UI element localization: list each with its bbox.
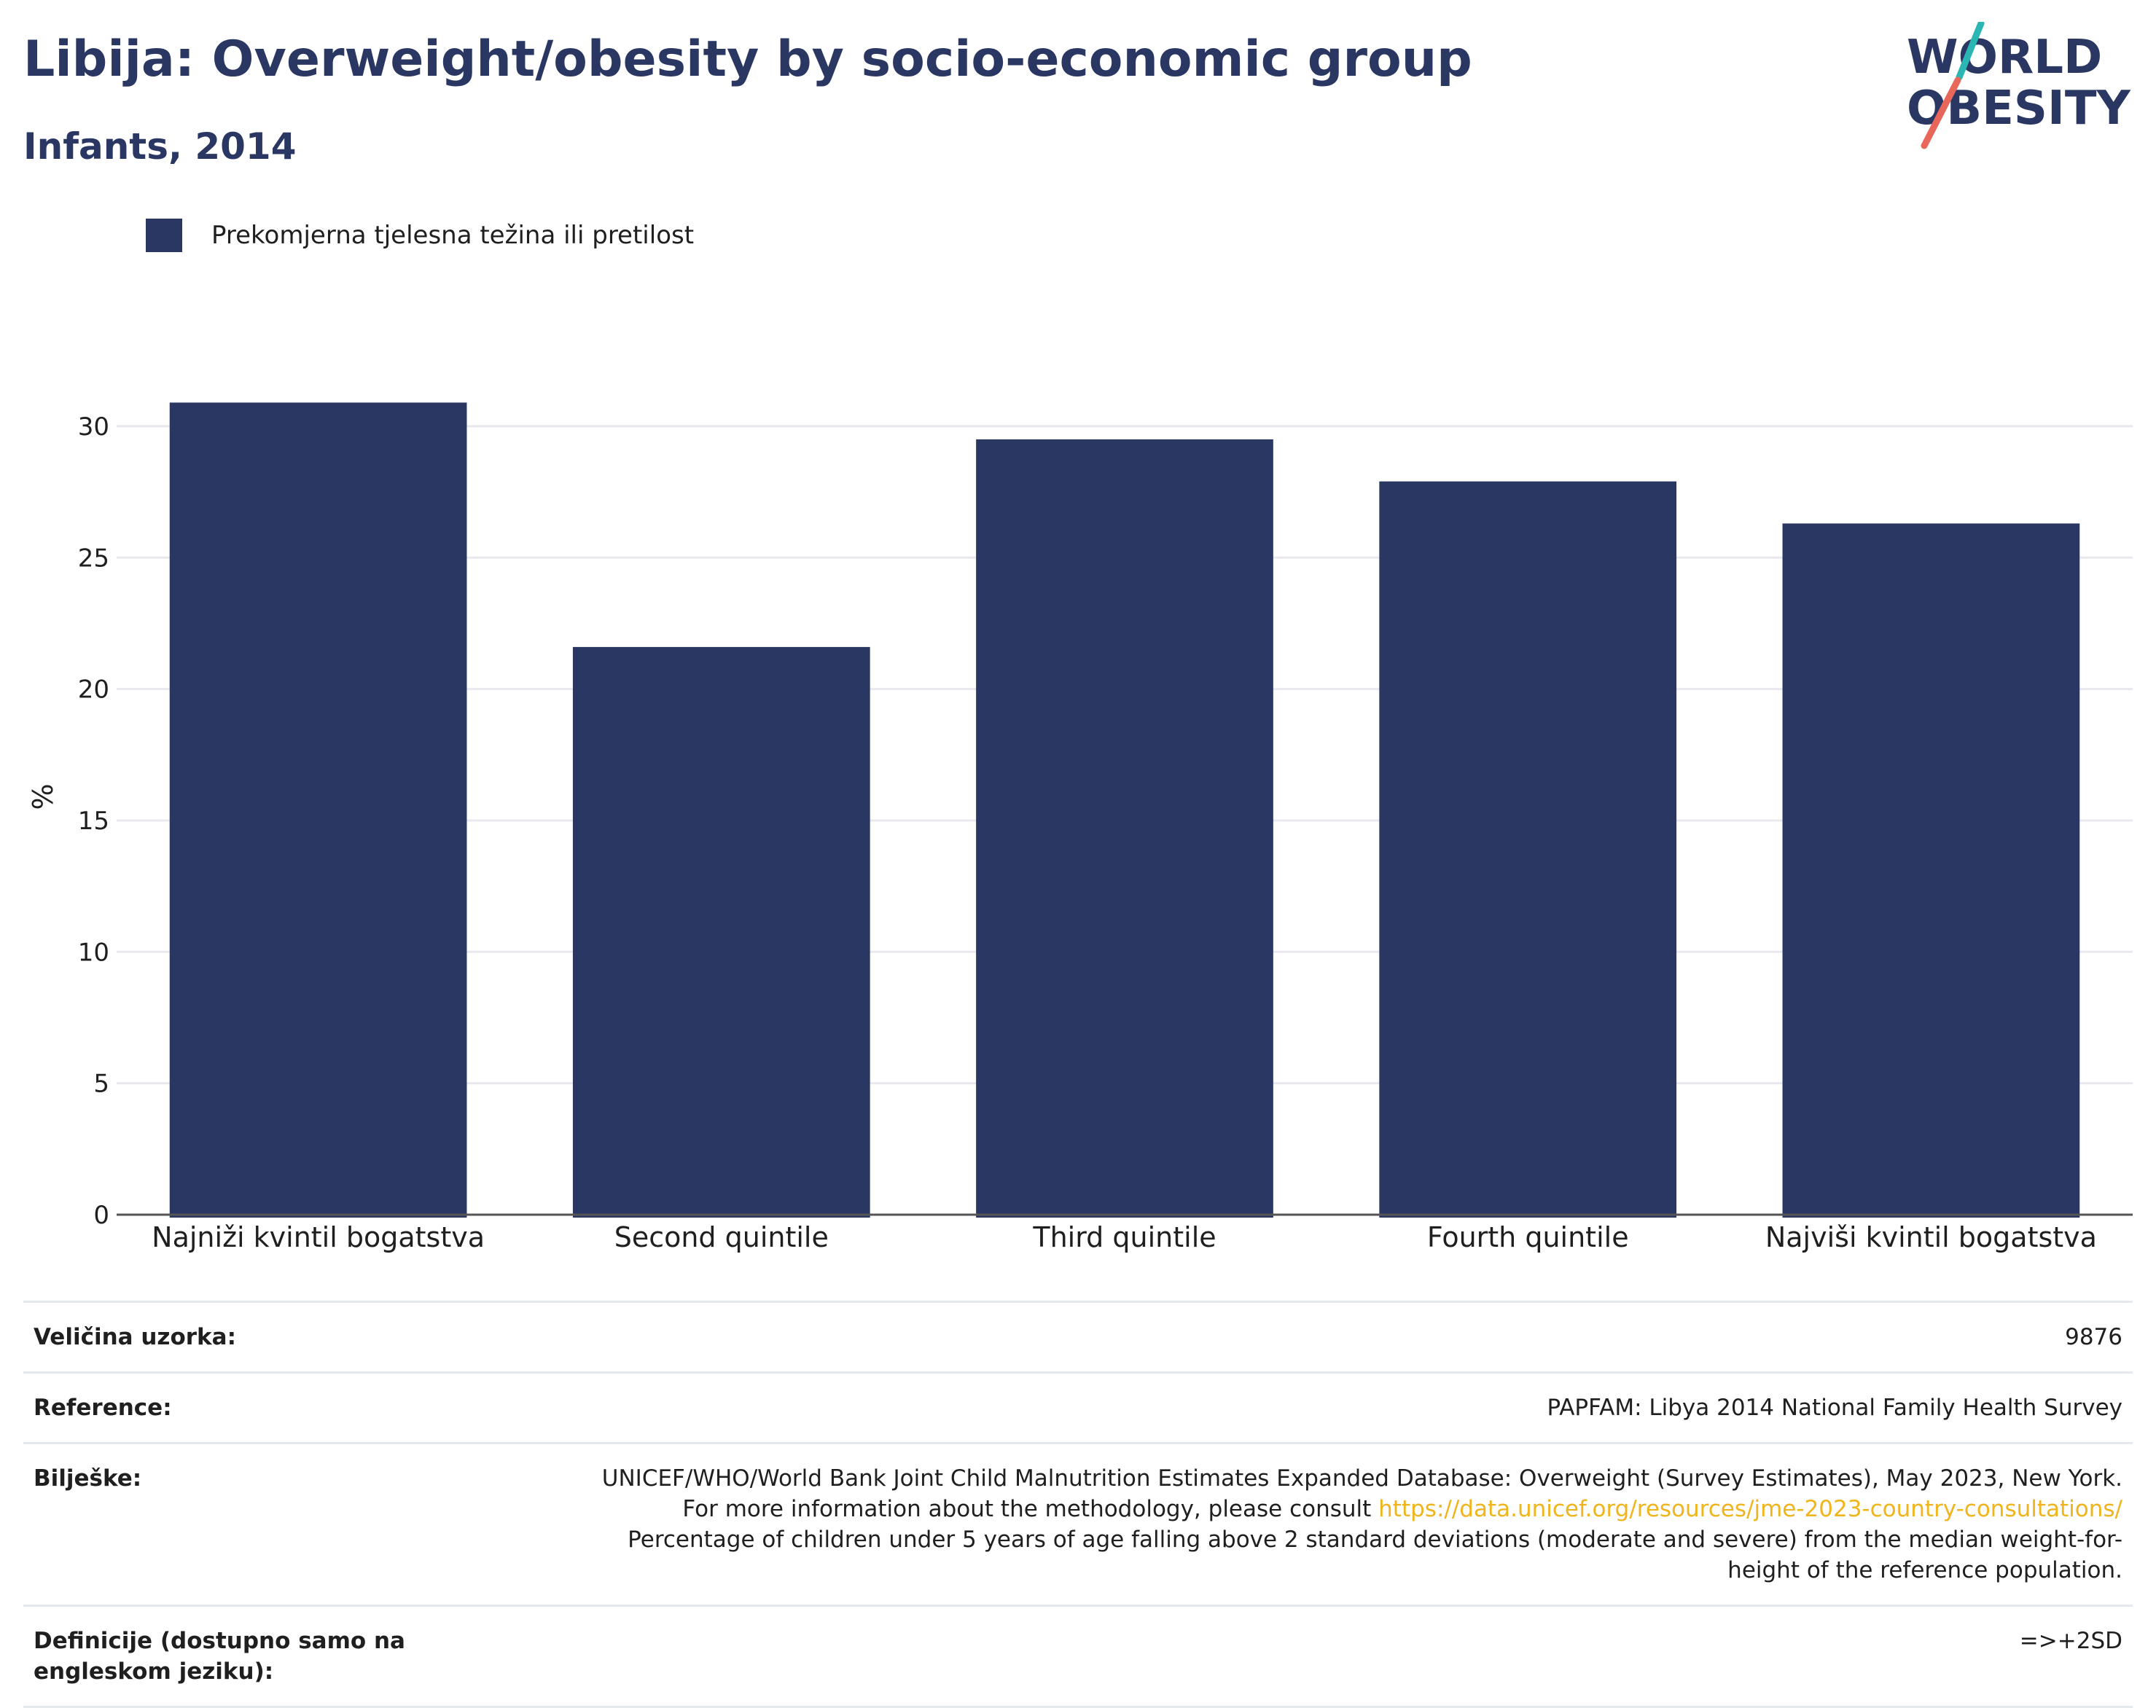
logo-slash-teal (1956, 22, 1985, 81)
legend-swatch (146, 219, 182, 252)
definitions-value: =>+2SD (2019, 1628, 2122, 1654)
logo-slash-red (1921, 77, 1961, 149)
info-row-reference: Reference: PAPFAM: Libya 2014 National F… (23, 1371, 2133, 1442)
y-tick-label: 10 (78, 938, 109, 967)
info-row-sample: Veličina uzorka: 9876 (23, 1301, 2133, 1371)
y-tick-label: 5 (93, 1070, 109, 1099)
info-table: Veličina uzorka: 9876 Reference: PAPFAM:… (23, 1301, 2133, 1708)
x-tick-label: Second quintile (614, 1221, 829, 1253)
notes-text-1: UNICEF/WHO/World Bank Joint Child Malnut… (601, 1465, 2122, 1522)
reference-value: PAPFAM: Libya 2014 National Family Healt… (1547, 1395, 2122, 1421)
bar (169, 402, 467, 1218)
definitions-label: Definicije (dostupno samo na engleskom j… (34, 1628, 405, 1685)
notes-text-2: Percentage of children under 5 years of … (628, 1527, 2122, 1583)
x-tick-label: Fourth quintile (1427, 1221, 1629, 1253)
logo-world-text: WORLD (1907, 31, 2102, 85)
sample-size-value: 9876 (2065, 1324, 2122, 1350)
info-row-notes: Bilješke: UNICEF/WHO/World Bank Joint Ch… (23, 1442, 2133, 1605)
y-tick-label: 30 (78, 412, 109, 442)
methodology-link[interactable]: https://data.unicef.org/resources/jme-20… (1378, 1496, 2122, 1522)
y-tick-label: 0 (93, 1201, 109, 1230)
bar (976, 439, 1273, 1218)
x-tick-label: Third quintile (1032, 1221, 1216, 1253)
bar (1379, 481, 1677, 1218)
bar (1782, 523, 2080, 1218)
chart-title: Libija: Overweight/obesity by socio-econ… (23, 31, 1472, 88)
bar-chart: 0 5 10 15 20 25 30% Najniži kvintil bogatstva Se… (27, 402, 2133, 1253)
notes-value: UNICEF/WHO/World Bank Joint Child Malnut… (554, 1444, 2133, 1605)
info-row-definitions: Definicije (dostupno samo na engleskom j… (23, 1605, 2133, 1708)
y-axis-label: % (27, 783, 59, 810)
chart-legend[interactable]: Prekomjerna tjelesna težina ili pretilos… (146, 217, 694, 254)
notes-label: Bilješke: (34, 1465, 142, 1492)
y-tick-label: 15 (78, 807, 109, 836)
bar (572, 646, 870, 1218)
reference-label: Reference: (34, 1395, 172, 1421)
y-tick-label: 25 (78, 544, 109, 573)
x-tick-label: Najniži kvintil bogatstva (152, 1221, 485, 1253)
legend-label: Prekomjerna tjelesna težina ili pretilos… (211, 221, 695, 250)
x-tick-label: Najviši kvintil bogatstva (1765, 1221, 2097, 1253)
y-tick-label: 20 (78, 675, 109, 705)
chart-subtitle: Infants, 2014 (23, 125, 297, 168)
world-obesity-logo: WORLD OBESITY (1907, 22, 2130, 149)
sample-size-label: Veličina uzorka: (34, 1324, 236, 1350)
